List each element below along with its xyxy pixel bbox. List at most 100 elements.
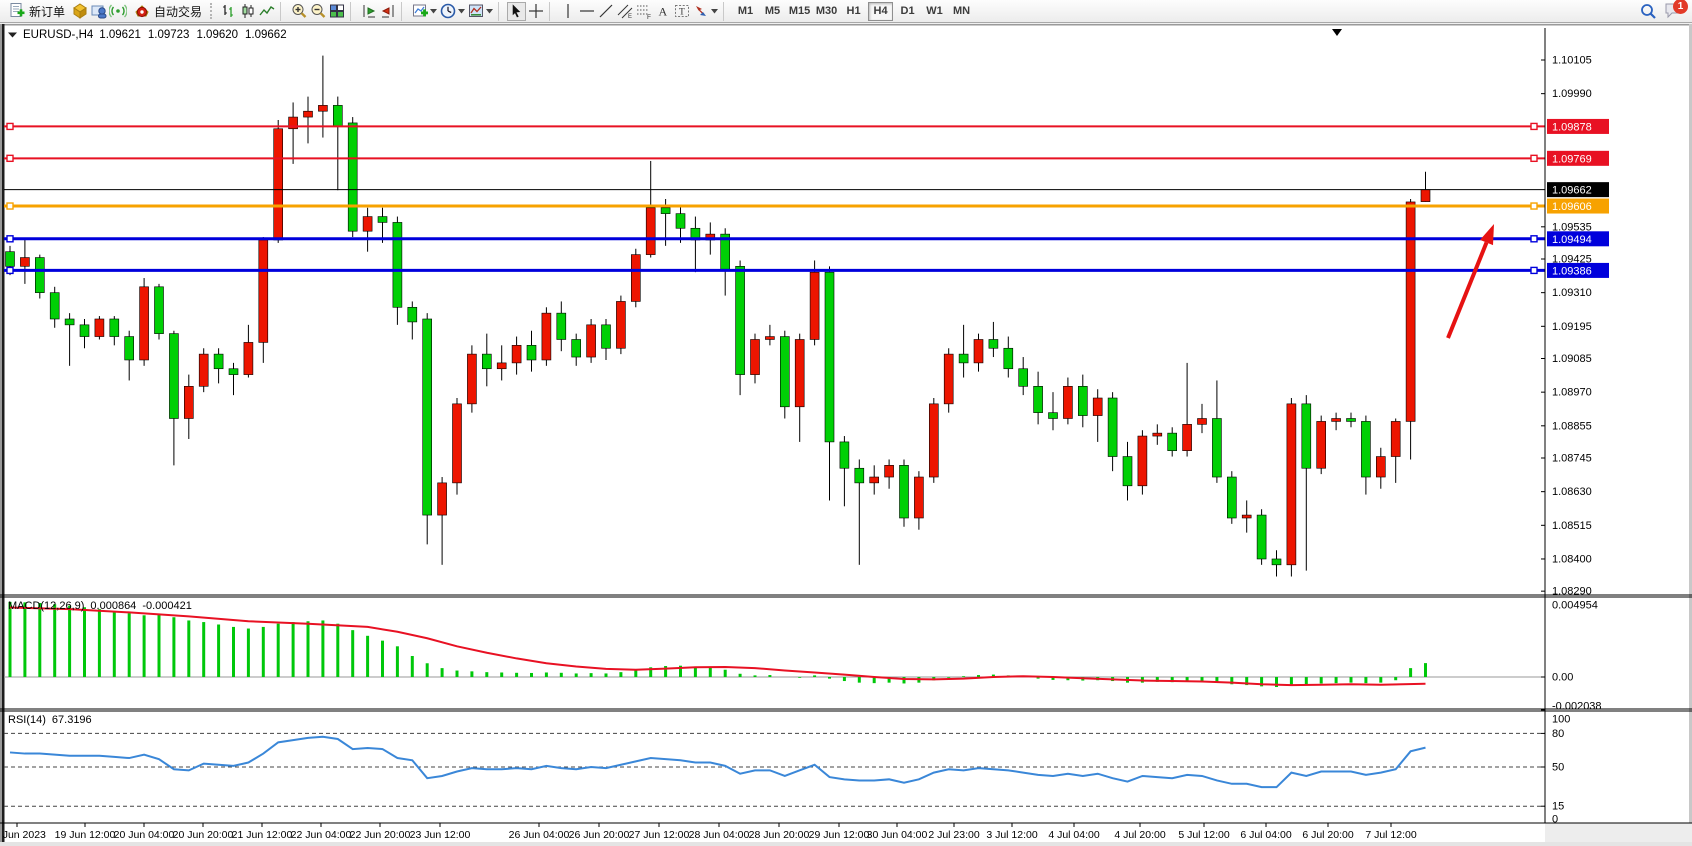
rsi-axis-label: 50 bbox=[1552, 762, 1564, 774]
axis-corner bbox=[1545, 823, 1692, 842]
price-badge-label: 1.09494 bbox=[1552, 234, 1592, 246]
bear-candle bbox=[392, 222, 403, 308]
arrows-tool-icon[interactable] bbox=[691, 2, 710, 21]
timeframe-h1[interactable]: H1 bbox=[846, 5, 861, 17]
timeframe-m15[interactable]: M15 bbox=[788, 5, 811, 17]
bull-candle bbox=[318, 105, 328, 112]
arrows-dropdown-icon[interactable] bbox=[710, 2, 719, 21]
indicators-icon[interactable] bbox=[410, 2, 429, 21]
price-tick-label: 1.08290 bbox=[1552, 586, 1592, 598]
bull-candle bbox=[467, 353, 477, 405]
timeframe-h4[interactable]: H4 bbox=[868, 1, 894, 21]
bear-candle bbox=[79, 324, 90, 337]
text-tool-icon[interactable]: A bbox=[653, 2, 672, 21]
zoom-out-icon[interactable] bbox=[308, 2, 327, 21]
cursor-icon[interactable] bbox=[507, 1, 527, 21]
rsi-axis-label: 100 bbox=[1552, 714, 1570, 726]
rsi-axis-label: 15 bbox=[1552, 801, 1564, 813]
bar-chart-icon[interactable] bbox=[219, 2, 238, 21]
tile-windows-icon[interactable] bbox=[327, 2, 346, 21]
bear-candle bbox=[1256, 514, 1267, 560]
time-tick-label: 22 Jun 04:00 bbox=[291, 829, 352, 841]
templates-icon[interactable] bbox=[466, 2, 485, 21]
time-tick-label: 2 Jul 23:00 bbox=[928, 829, 980, 841]
vertical-line-tool-icon[interactable] bbox=[558, 2, 577, 21]
bear-candle bbox=[1018, 368, 1029, 387]
equidistant-channel-tool-icon[interactable]: E bbox=[615, 2, 634, 21]
periods-dropdown-icon[interactable] bbox=[457, 2, 466, 21]
price-tick-label: 1.08745 bbox=[1552, 453, 1592, 465]
macd-name: MACD(12,26,9) bbox=[8, 600, 85, 612]
notifications-button[interactable]: 1 bbox=[1664, 0, 1688, 21]
search-icon[interactable] bbox=[1639, 2, 1658, 21]
bear-candle bbox=[1167, 432, 1177, 451]
hline-left-anchor bbox=[6, 122, 14, 131]
hline-right-anchor bbox=[1530, 266, 1538, 275]
bull-candle bbox=[362, 216, 373, 232]
timeframe-group: M1 M5 M15 M30 H1 H4 D1 W1 MN bbox=[732, 1, 975, 21]
chart-shift-icon[interactable] bbox=[359, 2, 378, 21]
open-value: 1.09621 bbox=[99, 29, 141, 41]
rsi-line bbox=[9, 735, 1426, 789]
timeframe-mn[interactable]: MN bbox=[952, 5, 971, 17]
price-tick-label: 1.08400 bbox=[1552, 553, 1592, 565]
indicators-dropdown-icon[interactable] bbox=[429, 2, 438, 21]
time-tick-label: 4 Jul 04:00 bbox=[1048, 829, 1100, 841]
horizontal-line-tool-icon[interactable] bbox=[577, 2, 596, 21]
chart-menu-arrow-icon[interactable] bbox=[8, 32, 17, 38]
timeframe-d1[interactable]: D1 bbox=[900, 5, 915, 17]
bear-candle bbox=[1048, 412, 1058, 419]
fibonacci-tool-icon[interactable]: F bbox=[634, 2, 653, 21]
autotrade-button[interactable]: 自动交易 bbox=[127, 1, 207, 22]
periods-clock-icon[interactable] bbox=[438, 2, 457, 21]
timeframe-m1[interactable]: M1 bbox=[737, 5, 754, 17]
new-order-button[interactable]: 新订单 bbox=[2, 1, 70, 22]
signals-icon[interactable] bbox=[108, 2, 127, 21]
bull-candle bbox=[184, 386, 194, 419]
bear-candle bbox=[571, 339, 582, 358]
timeframe-w1[interactable]: W1 bbox=[926, 5, 943, 17]
window-bottom-edge bbox=[0, 842, 1692, 846]
hline-right-anchor bbox=[1530, 154, 1538, 163]
trendline-tool-icon[interactable] bbox=[596, 2, 615, 21]
price-badge-label: 1.09769 bbox=[1552, 153, 1592, 165]
line-chart-icon[interactable] bbox=[257, 2, 276, 21]
timeframe-m30[interactable]: M30 bbox=[815, 5, 838, 17]
hline-right-anchor bbox=[1530, 122, 1538, 131]
arrow-head bbox=[1480, 224, 1494, 246]
auto-scroll-icon[interactable] bbox=[378, 2, 397, 21]
timeframe-m5[interactable]: M5 bbox=[764, 5, 781, 17]
bull-candle bbox=[139, 286, 149, 361]
window-left-edge-light bbox=[0, 24, 2, 846]
templates-dropdown-icon[interactable] bbox=[485, 2, 494, 21]
crosshair-icon[interactable] bbox=[526, 2, 545, 21]
candlestick-chart-icon[interactable] bbox=[238, 2, 257, 21]
navigator-icon[interactable] bbox=[89, 2, 108, 21]
toolbar-grip bbox=[210, 3, 216, 19]
bull-candle bbox=[1286, 403, 1297, 566]
new-order-label: 新订单 bbox=[29, 4, 66, 19]
chart-background bbox=[0, 24, 1692, 846]
low-value: 1.09620 bbox=[196, 29, 239, 41]
text-label-tool-icon[interactable]: T bbox=[672, 2, 691, 21]
candlestick-chart[interactable]: 1.10105 1.09990 1.09535 1.09425 1.09310 1.091… bbox=[0, 24, 1692, 846]
zoom-in-icon[interactable] bbox=[289, 2, 308, 21]
bear-candle bbox=[958, 353, 969, 364]
time-tick-label: 22 Jun 20:00 bbox=[350, 829, 411, 841]
bull-candle bbox=[1137, 435, 1148, 487]
bear-candle bbox=[124, 336, 134, 361]
bull-candle bbox=[1420, 189, 1431, 202]
chart-window[interactable]: 1.10105 1.09990 1.09535 1.09425 1.09310 1.091… bbox=[0, 24, 1692, 846]
notification-badge: 1 bbox=[1673, 0, 1688, 14]
bull-candle bbox=[20, 257, 30, 267]
bear-candle bbox=[1003, 347, 1014, 370]
hline-right-anchor bbox=[1530, 235, 1538, 243]
price-badge bbox=[1547, 182, 1609, 198]
chart-cube-icon[interactable] bbox=[70, 2, 89, 21]
bear-candle bbox=[169, 333, 179, 419]
bear-candle bbox=[675, 213, 686, 229]
bull-candle bbox=[511, 345, 522, 364]
bull-candle bbox=[288, 116, 298, 130]
macd-main-value: 0.000864 bbox=[90, 600, 137, 612]
price-badge bbox=[1547, 231, 1609, 247]
